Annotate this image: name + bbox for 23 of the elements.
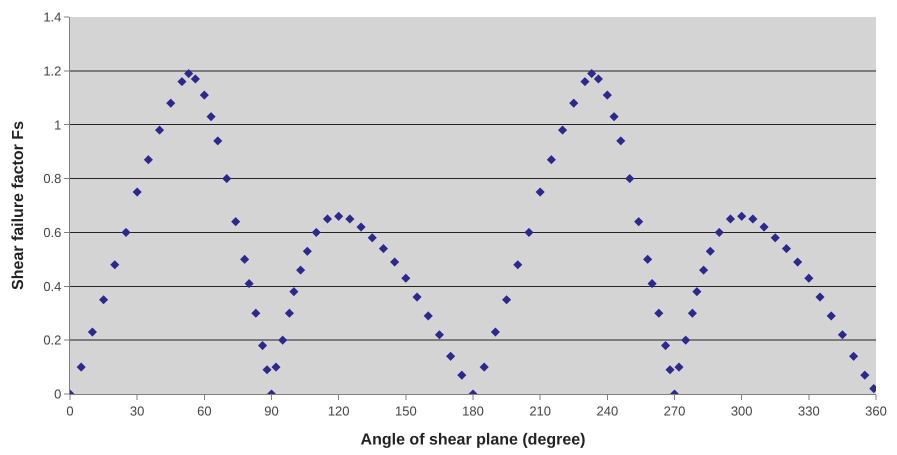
x-tick-label: 30 [130,404,144,419]
x-tick-label: 210 [529,404,552,419]
x-tick-label: 90 [264,404,279,419]
y-tick-label: 1 [54,117,62,132]
y-tick-label: 0.6 [43,224,62,240]
y-tick-label: 0 [54,386,62,402]
x-axis-title: Angle of shear plane (degree) [360,431,586,448]
x-tick-label: 150 [394,404,417,419]
x-tick-label: 120 [328,404,350,419]
y-tick-label: 0.8 [43,171,62,186]
x-tick-label: 0 [66,404,74,419]
x-tick-label: 330 [798,404,820,419]
x-tick-label: 270 [664,404,686,419]
x-tick-label: 240 [596,404,618,419]
x-tick-label: 360 [865,404,887,419]
y-tick-label: 1.2 [43,63,62,78]
x-tick-label: 300 [730,404,753,419]
y-axis-title: Shear failure factor Fs [10,120,28,290]
x-tick-label: 60 [197,404,212,419]
y-tick-label: 1.4 [43,10,62,25]
y-tick-label: 0.4 [43,278,62,294]
x-tick-label: 180 [462,404,484,419]
y-tick-label: 0.2 [43,332,62,348]
